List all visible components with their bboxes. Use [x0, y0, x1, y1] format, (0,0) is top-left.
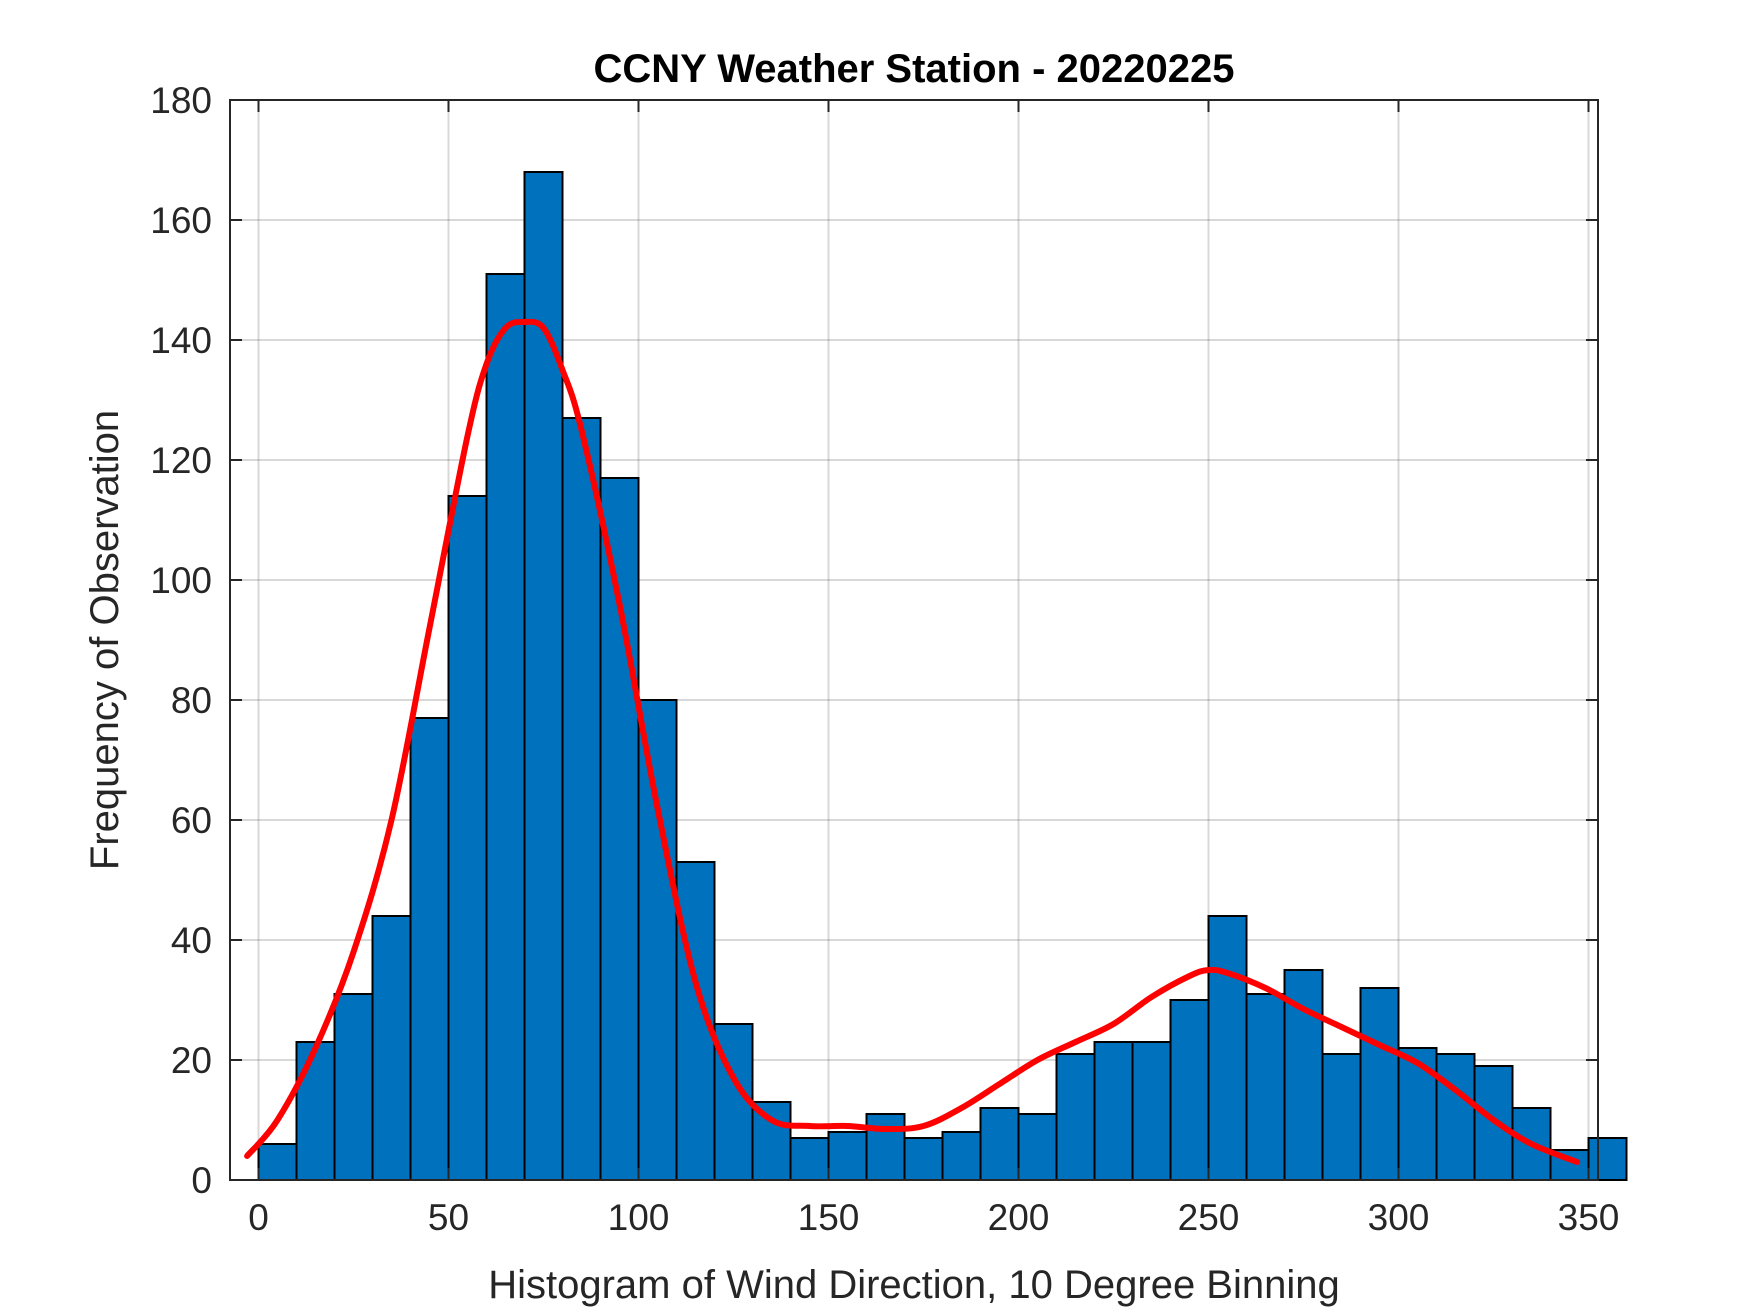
histogram-bar [751, 1101, 792, 1181]
y-tick-label: 0 [191, 1160, 212, 1201]
histogram-bar [941, 1131, 982, 1181]
x-tick-label: 0 [248, 1197, 269, 1238]
histogram-bar [1359, 987, 1400, 1181]
histogram-bar [1093, 1041, 1134, 1181]
histogram-bar [485, 273, 526, 1181]
histogram-bar [789, 1137, 830, 1181]
y-tick-label: 40 [171, 920, 212, 961]
x-tick-label: 350 [1558, 1197, 1620, 1238]
histogram-bar [1435, 1053, 1476, 1181]
x-axis-label: Histogram of Wind Direction, 10 Degree B… [488, 1263, 1340, 1307]
histogram-bar [257, 1143, 298, 1181]
histogram-bar [599, 477, 640, 1181]
histogram-bar [1131, 1041, 1172, 1181]
y-tick-label: 80 [171, 680, 212, 721]
histogram-bar [865, 1113, 906, 1181]
x-tick-label: 100 [608, 1197, 670, 1238]
histogram-bar [903, 1137, 944, 1181]
histogram-bar [409, 717, 450, 1181]
histogram-bar [523, 171, 564, 1181]
axes-box [229, 99, 1599, 1181]
smoothed-fit-line [244, 318, 1581, 1165]
histogram-bar [371, 915, 412, 1181]
axis-ticks [230, 99, 1598, 1181]
y-tick-label: 140 [150, 320, 212, 361]
histogram-bar [1017, 1113, 1058, 1181]
y-tick-label: 120 [150, 440, 212, 481]
y-tick-label: 160 [150, 200, 212, 241]
y-tick-label: 100 [150, 560, 212, 601]
x-tick-label: 300 [1368, 1197, 1430, 1238]
histogram-bar [1055, 1053, 1096, 1181]
x-tick-label: 200 [988, 1197, 1050, 1238]
histogram-bar [1245, 993, 1286, 1181]
x-tick-labels: 0 50 100 150 200 250 300 350 [248, 1197, 1619, 1238]
histogram-bar [1321, 1053, 1362, 1181]
histogram-bar [1587, 1137, 1628, 1181]
y-tick-label: 20 [171, 1040, 212, 1081]
histogram-bar [1169, 999, 1210, 1181]
histogram-bar [827, 1131, 868, 1181]
histogram-bar [979, 1107, 1020, 1181]
y-tick-label: 180 [150, 80, 212, 121]
histogram-bar [333, 993, 374, 1181]
histogram-bar [637, 699, 678, 1181]
histogram-bar [1397, 1047, 1438, 1181]
y-tick-labels: 0 20 40 60 80 100 120 140 160 180 [150, 80, 212, 1201]
x-tick-label: 50 [428, 1197, 469, 1238]
histogram-bar [561, 417, 602, 1181]
y-axis-label: Frequency of Observation [83, 410, 127, 870]
histogram-bar [447, 495, 488, 1181]
x-tick-label: 250 [1178, 1197, 1240, 1238]
y-tick-label: 60 [171, 800, 212, 841]
x-tick-label: 150 [798, 1197, 860, 1238]
histogram-bar [1207, 915, 1248, 1181]
histogram-bar [295, 1041, 336, 1181]
chart-title: CCNY Weather Station - 20220225 [594, 47, 1235, 91]
